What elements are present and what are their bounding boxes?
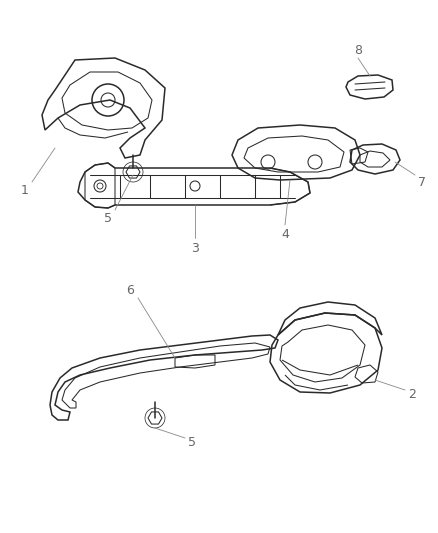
Text: 7: 7: [418, 175, 426, 189]
Text: 1: 1: [21, 183, 29, 197]
Text: 6: 6: [126, 284, 134, 296]
Text: 5: 5: [104, 212, 112, 224]
Text: 8: 8: [354, 44, 362, 56]
Text: 5: 5: [188, 435, 196, 448]
Text: 2: 2: [408, 389, 416, 401]
Text: 3: 3: [191, 241, 199, 254]
Text: 4: 4: [281, 229, 289, 241]
